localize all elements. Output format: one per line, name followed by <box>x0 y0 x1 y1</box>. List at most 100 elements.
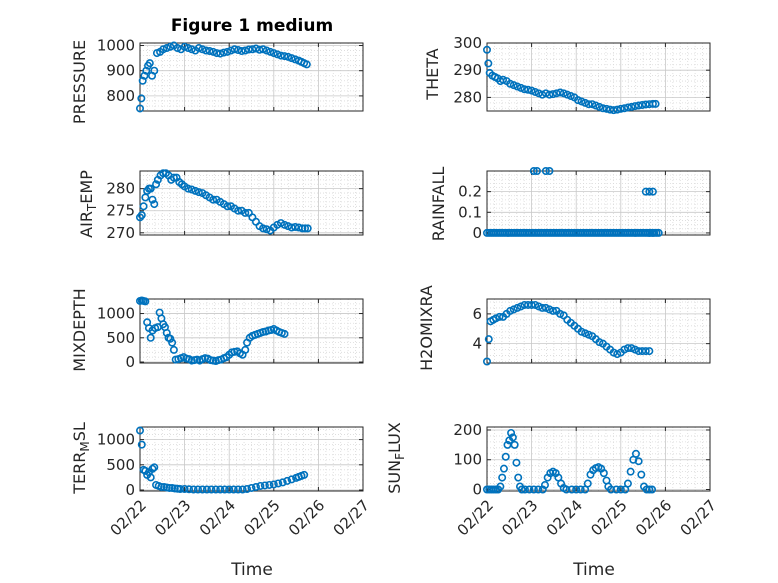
data-point <box>645 187 654 196</box>
data-point <box>506 79 515 88</box>
ylabel-h2omixra: H2OMIXRA <box>417 285 436 371</box>
ytick-label: 0 <box>472 224 482 242</box>
data-point <box>187 185 196 194</box>
ytick-label: 100 <box>453 451 482 469</box>
data-point <box>499 75 508 84</box>
data-point <box>645 347 654 356</box>
data-point <box>166 334 175 343</box>
data-point <box>513 82 522 91</box>
data-point <box>259 224 268 233</box>
data-point <box>595 102 604 111</box>
data-point <box>137 211 146 220</box>
xtick-label: 02/22 <box>107 496 150 539</box>
xtick-label: 02/26 <box>285 496 328 539</box>
subplot-air-temp: 270 275 280 <box>106 169 364 242</box>
data-point <box>302 60 311 69</box>
data-point <box>265 480 274 489</box>
data-point <box>637 470 646 479</box>
data-point <box>606 485 615 494</box>
ytick-label: 4 <box>472 335 482 353</box>
xtick-label: 02/25 <box>587 496 630 539</box>
data-point <box>563 90 572 99</box>
subplot-pressure: 800 900 1000 <box>97 37 364 113</box>
data-point <box>527 300 536 309</box>
data-point <box>631 102 640 111</box>
xtick-label: 02/27 <box>330 496 373 539</box>
data-point <box>159 45 168 54</box>
data-point <box>146 333 155 342</box>
data-point <box>648 187 657 196</box>
xtick-label: 02/25 <box>240 496 283 539</box>
data-point <box>284 52 293 61</box>
data-point <box>169 345 178 354</box>
data-point <box>243 484 252 493</box>
data-point <box>627 102 636 111</box>
data-point <box>280 329 289 338</box>
data-point <box>284 222 293 231</box>
data-point <box>566 92 575 101</box>
ytick-label: 1000 <box>97 431 135 449</box>
data-point <box>520 85 529 94</box>
data-point <box>303 224 312 233</box>
data-point <box>517 485 526 494</box>
data-point <box>527 86 536 95</box>
axes-box <box>486 426 711 492</box>
subplot-h2omixra: 46 <box>472 298 711 366</box>
ylabel-air-rest: EMP <box>77 170 96 204</box>
data-point <box>150 463 159 472</box>
data-point <box>496 482 505 491</box>
data-point <box>141 297 150 306</box>
data-point <box>137 440 146 449</box>
data-point <box>194 188 203 197</box>
data-point <box>634 101 643 110</box>
ylabel-air-temp: AIRTEMP <box>77 170 99 238</box>
data-point <box>531 87 540 96</box>
data-point <box>247 483 256 492</box>
data-point <box>225 485 234 494</box>
data-point <box>187 45 196 54</box>
data-point <box>287 54 296 63</box>
data-point <box>648 485 657 494</box>
xlabel-left: Time <box>230 560 273 580</box>
data-point <box>525 485 534 494</box>
axes-box <box>139 170 364 236</box>
data-point <box>567 485 576 494</box>
data-point <box>152 180 161 189</box>
ylabel-mixdepth: MIXDEPTH <box>70 288 89 371</box>
data-point <box>287 475 296 484</box>
data-point <box>205 47 214 56</box>
data-point <box>255 45 264 54</box>
axes-box <box>139 42 364 112</box>
data-point <box>484 59 493 68</box>
data-point <box>262 225 271 234</box>
xtick-label: 02/26 <box>632 496 675 539</box>
data-point <box>202 485 211 494</box>
ytick-label: 275 <box>106 202 135 220</box>
data-point <box>136 426 145 435</box>
data-point <box>173 44 182 53</box>
ytick-label: 1000 <box>97 305 135 323</box>
ytick-label: 500 <box>106 329 135 347</box>
data-point <box>260 481 269 490</box>
data-point <box>148 464 157 473</box>
data-point <box>169 173 178 182</box>
data-point <box>162 44 171 53</box>
data-point <box>193 485 202 494</box>
data-point <box>207 485 216 494</box>
data-point <box>541 89 550 98</box>
data-point <box>194 44 203 53</box>
xlabel-right: Time <box>572 560 615 580</box>
data-point <box>641 347 650 356</box>
data-point <box>162 328 171 337</box>
data-point <box>631 449 640 458</box>
data-point <box>613 105 622 114</box>
data-point <box>191 186 200 195</box>
ytick-label: 290 <box>453 61 482 79</box>
data-point <box>648 99 657 108</box>
data-point <box>145 59 154 68</box>
data-point <box>623 479 632 488</box>
data-point <box>136 104 145 113</box>
xtick-label: 02/27 <box>677 496 720 539</box>
axes-box <box>486 298 711 364</box>
